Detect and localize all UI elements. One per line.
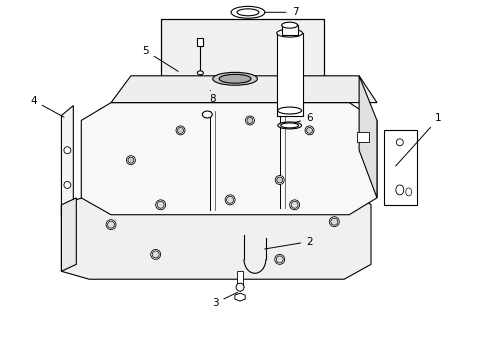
- Ellipse shape: [177, 127, 183, 133]
- Text: 6: 6: [287, 113, 313, 125]
- Bar: [277, 33, 302, 116]
- Ellipse shape: [126, 156, 135, 165]
- Text: 7: 7: [265, 7, 298, 17]
- Ellipse shape: [237, 9, 259, 16]
- Polygon shape: [61, 188, 371, 279]
- Ellipse shape: [245, 116, 254, 125]
- Ellipse shape: [157, 201, 164, 208]
- Polygon shape: [61, 198, 76, 271]
- Ellipse shape: [64, 147, 71, 154]
- Ellipse shape: [202, 111, 212, 118]
- Ellipse shape: [213, 72, 257, 85]
- Text: 2: 2: [265, 237, 313, 249]
- Ellipse shape: [152, 251, 159, 258]
- Ellipse shape: [396, 185, 404, 195]
- Ellipse shape: [128, 157, 134, 163]
- Ellipse shape: [225, 195, 235, 205]
- Ellipse shape: [277, 29, 302, 37]
- Ellipse shape: [151, 249, 161, 260]
- Ellipse shape: [281, 123, 298, 128]
- Ellipse shape: [275, 176, 284, 184]
- Ellipse shape: [305, 126, 314, 135]
- Text: 8: 8: [209, 91, 216, 104]
- Ellipse shape: [278, 107, 301, 114]
- Ellipse shape: [291, 201, 298, 208]
- Ellipse shape: [106, 220, 116, 230]
- Ellipse shape: [276, 256, 283, 263]
- Bar: [357, 132, 369, 142]
- Bar: [161, 19, 324, 129]
- Ellipse shape: [156, 200, 166, 210]
- Ellipse shape: [282, 22, 297, 28]
- Polygon shape: [61, 105, 74, 215]
- Ellipse shape: [278, 122, 301, 129]
- Ellipse shape: [406, 188, 412, 196]
- Polygon shape: [359, 76, 377, 198]
- Ellipse shape: [227, 196, 234, 203]
- Ellipse shape: [108, 221, 115, 228]
- Ellipse shape: [231, 6, 265, 18]
- Polygon shape: [384, 130, 416, 205]
- Ellipse shape: [247, 117, 253, 123]
- Bar: [197, 38, 203, 46]
- Ellipse shape: [275, 255, 285, 264]
- Ellipse shape: [307, 127, 313, 133]
- Ellipse shape: [277, 177, 283, 183]
- Ellipse shape: [396, 139, 403, 146]
- Ellipse shape: [219, 74, 251, 83]
- Text: 5: 5: [143, 46, 178, 71]
- Text: 1: 1: [396, 113, 442, 166]
- Ellipse shape: [331, 218, 338, 225]
- Ellipse shape: [236, 283, 244, 291]
- Ellipse shape: [329, 217, 339, 227]
- Ellipse shape: [64, 181, 71, 188]
- Polygon shape: [111, 76, 377, 103]
- Polygon shape: [235, 293, 245, 301]
- Bar: [282, 25, 297, 35]
- Polygon shape: [81, 103, 377, 215]
- Ellipse shape: [197, 71, 203, 75]
- Bar: [237, 271, 243, 285]
- Ellipse shape: [290, 200, 299, 210]
- Text: 4: 4: [30, 96, 64, 117]
- Text: 3: 3: [212, 292, 238, 308]
- Ellipse shape: [176, 126, 185, 135]
